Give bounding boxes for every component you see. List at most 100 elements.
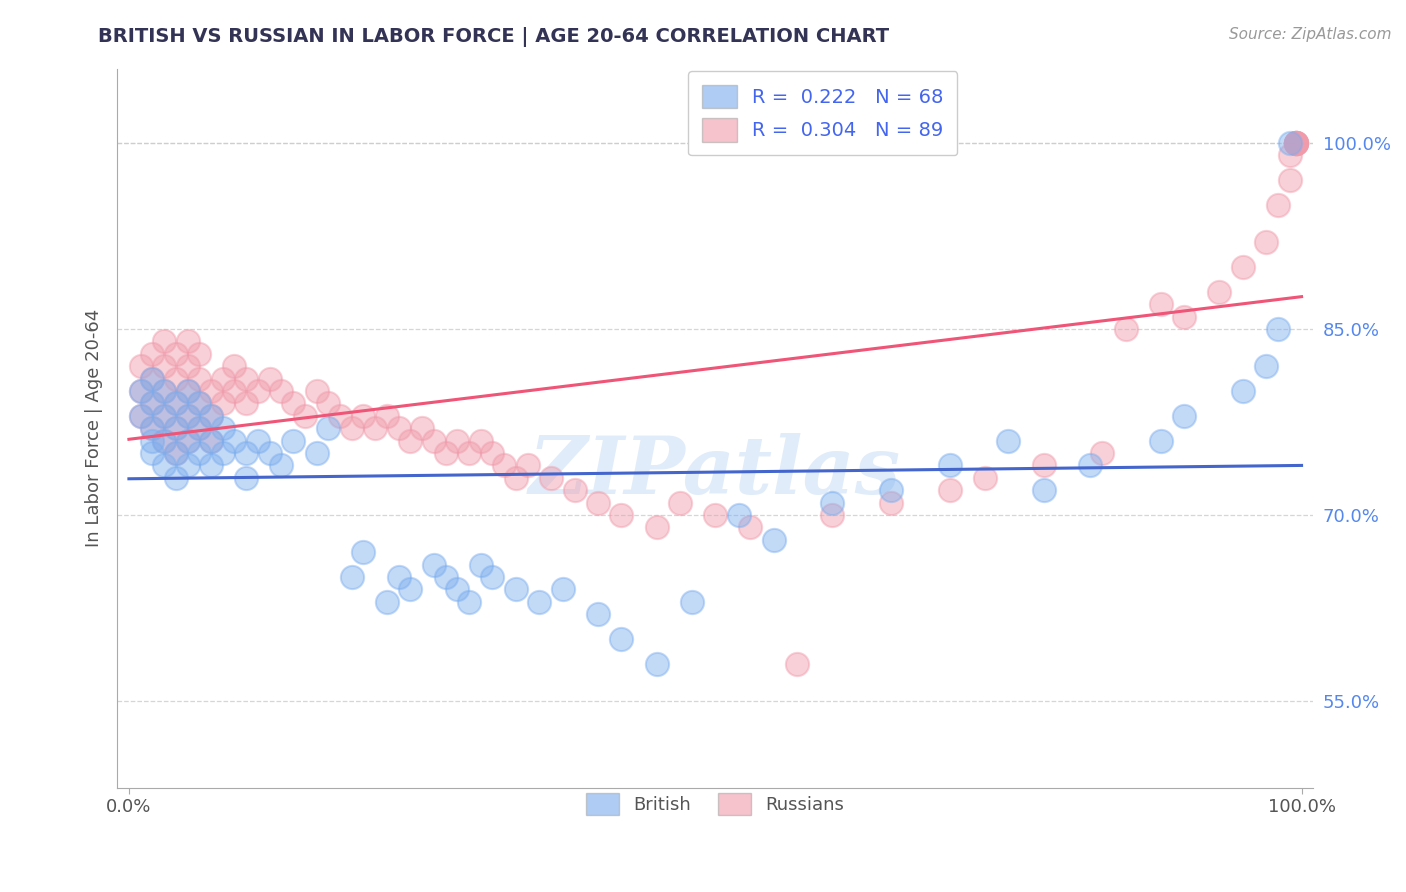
Point <box>1150 434 1173 448</box>
Point <box>141 421 163 435</box>
Point <box>141 371 163 385</box>
Point <box>281 434 304 448</box>
Point <box>141 396 163 410</box>
Point <box>129 409 152 423</box>
Point <box>153 409 176 423</box>
Point <box>165 396 187 410</box>
Point <box>129 384 152 398</box>
Point <box>375 409 398 423</box>
Point <box>176 409 198 423</box>
Point <box>540 471 562 485</box>
Point <box>165 421 187 435</box>
Point <box>880 495 903 509</box>
Point <box>165 471 187 485</box>
Point <box>1267 322 1289 336</box>
Point <box>470 434 492 448</box>
Point <box>153 334 176 349</box>
Point <box>141 371 163 385</box>
Point <box>270 458 292 473</box>
Point <box>1278 148 1301 162</box>
Point <box>505 582 527 597</box>
Point <box>446 434 468 448</box>
Point <box>235 396 257 410</box>
Point <box>727 508 749 522</box>
Point <box>259 446 281 460</box>
Y-axis label: In Labor Force | Age 20-64: In Labor Force | Age 20-64 <box>86 309 103 548</box>
Point <box>1278 136 1301 150</box>
Point <box>129 409 152 423</box>
Point <box>316 396 339 410</box>
Point <box>1285 136 1308 150</box>
Point <box>165 347 187 361</box>
Point <box>224 434 246 448</box>
Point <box>740 520 762 534</box>
Point <box>669 495 692 509</box>
Point <box>481 570 503 584</box>
Point <box>165 396 187 410</box>
Point <box>821 508 844 522</box>
Point <box>176 434 198 448</box>
Point <box>200 409 222 423</box>
Point <box>153 409 176 423</box>
Point <box>235 446 257 460</box>
Point <box>141 396 163 410</box>
Point <box>165 421 187 435</box>
Point <box>141 347 163 361</box>
Point <box>141 446 163 460</box>
Point <box>939 483 962 498</box>
Point <box>200 434 222 448</box>
Point <box>375 595 398 609</box>
Point <box>352 545 374 559</box>
Point <box>165 446 187 460</box>
Point <box>165 371 187 385</box>
Point <box>340 421 363 435</box>
Point <box>880 483 903 498</box>
Point <box>153 359 176 374</box>
Point <box>153 434 176 448</box>
Point <box>270 384 292 398</box>
Point <box>399 434 422 448</box>
Point <box>1256 235 1278 249</box>
Point <box>399 582 422 597</box>
Point <box>176 334 198 349</box>
Point <box>974 471 997 485</box>
Point <box>1091 446 1114 460</box>
Point <box>1285 136 1308 150</box>
Point <box>1285 136 1308 150</box>
Point <box>1285 136 1308 150</box>
Point <box>153 458 176 473</box>
Point <box>388 570 411 584</box>
Point <box>211 371 233 385</box>
Point <box>1032 458 1054 473</box>
Point <box>470 558 492 572</box>
Point <box>316 421 339 435</box>
Point <box>494 458 516 473</box>
Point <box>529 595 551 609</box>
Point <box>1285 136 1308 150</box>
Point <box>129 359 152 374</box>
Point <box>1208 285 1230 299</box>
Point <box>211 446 233 460</box>
Point <box>200 458 222 473</box>
Point <box>188 371 211 385</box>
Point <box>364 421 387 435</box>
Point <box>564 483 586 498</box>
Point <box>352 409 374 423</box>
Point <box>259 371 281 385</box>
Point <box>939 458 962 473</box>
Point <box>1173 409 1195 423</box>
Point <box>481 446 503 460</box>
Point <box>1267 198 1289 212</box>
Point <box>997 434 1019 448</box>
Point <box>505 471 527 485</box>
Point <box>1232 384 1254 398</box>
Point <box>645 657 668 671</box>
Point <box>423 558 446 572</box>
Text: BRITISH VS RUSSIAN IN LABOR FORCE | AGE 20-64 CORRELATION CHART: BRITISH VS RUSSIAN IN LABOR FORCE | AGE … <box>98 27 890 46</box>
Point <box>235 371 257 385</box>
Point <box>211 421 233 435</box>
Point <box>704 508 727 522</box>
Point <box>645 520 668 534</box>
Point <box>188 421 211 435</box>
Text: Source: ZipAtlas.com: Source: ZipAtlas.com <box>1229 27 1392 42</box>
